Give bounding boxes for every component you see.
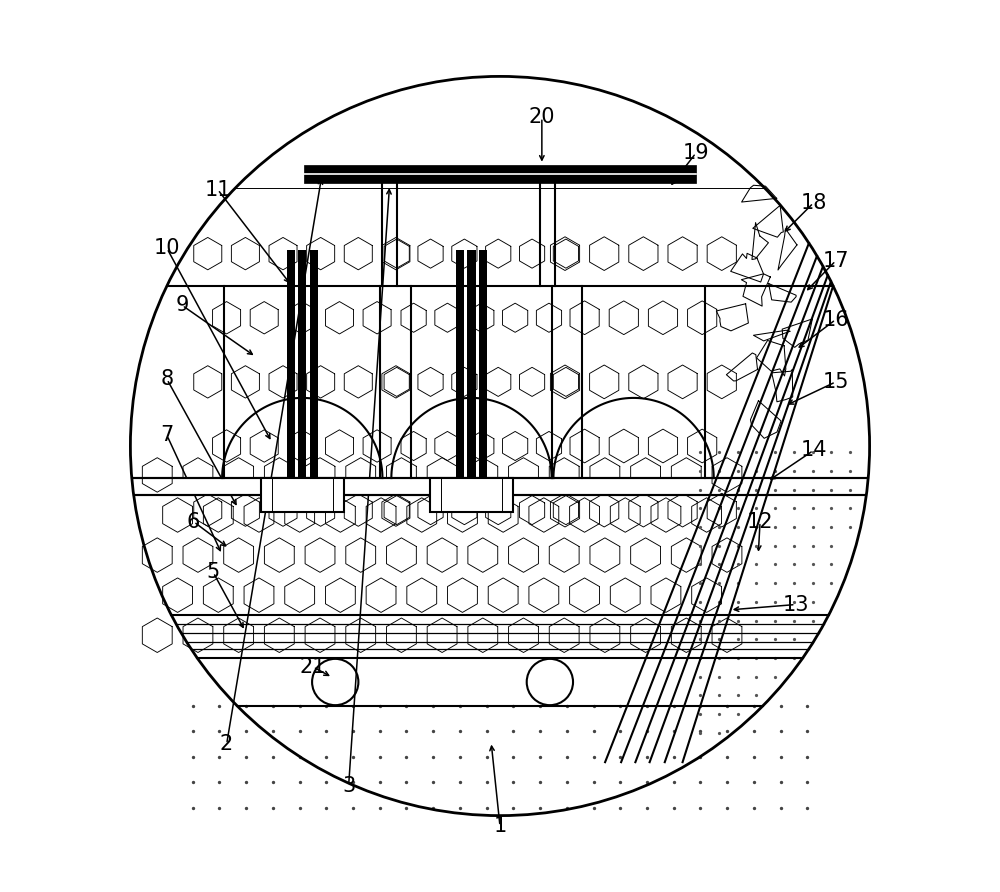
Text: 13: 13 [782,595,809,615]
Text: 18: 18 [800,193,827,213]
Bar [287,250,295,478]
Bar [310,250,318,478]
Text: 5: 5 [207,563,220,582]
Text: 19: 19 [683,143,709,163]
Bar [430,478,513,512]
Text: 2: 2 [220,734,233,755]
Text: 20: 20 [529,107,555,128]
Text: 10: 10 [154,238,180,259]
Text: 14: 14 [800,441,827,460]
Bar [178,478,707,495]
Text: 3: 3 [342,776,355,797]
Text: 17: 17 [823,251,849,271]
Text: 1: 1 [493,816,507,837]
Bar [304,165,696,183]
Bar [467,250,476,478]
Text: 21: 21 [300,657,326,677]
Text: 8: 8 [160,369,173,389]
Text: 6: 6 [187,512,200,532]
Text: 7: 7 [160,425,174,445]
Text: 16: 16 [822,310,849,329]
Text: 12: 12 [747,512,773,532]
Text: 9: 9 [175,295,189,315]
Bar [456,250,464,478]
Text: 15: 15 [823,372,849,392]
Text: 11: 11 [204,179,231,200]
Bar [298,250,306,478]
Bar [479,250,487,478]
Bar [261,478,344,512]
